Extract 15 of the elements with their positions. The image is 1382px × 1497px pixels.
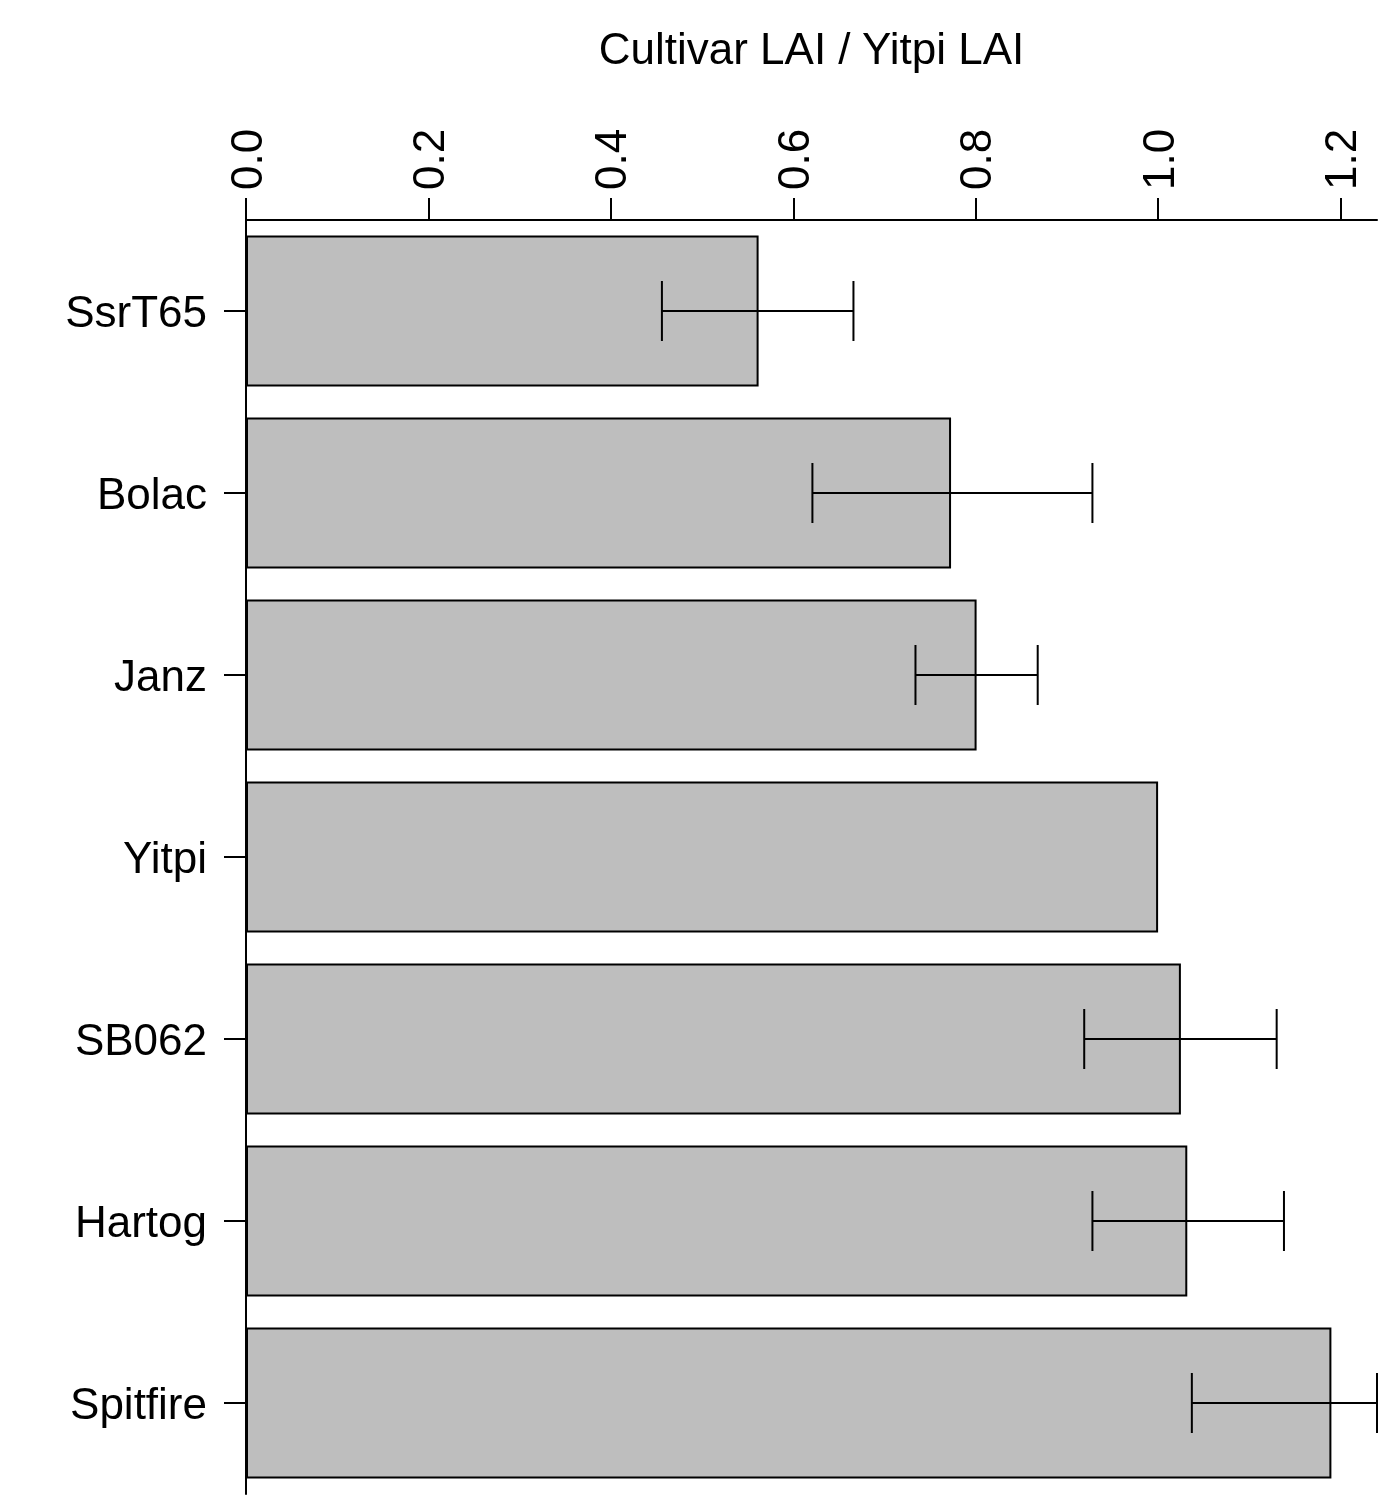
y-tick-label: Spitfire xyxy=(70,1378,207,1428)
x-tick-label: 0.0 xyxy=(221,128,271,190)
y-tick-label: SB062 xyxy=(74,1014,207,1064)
y-tick-label: Hartog xyxy=(74,1196,207,1246)
x-tick-label: 0.8 xyxy=(951,128,1001,190)
y-tick-label: Bolac xyxy=(96,468,207,518)
x-tick-label: 1.0 xyxy=(1133,128,1183,190)
x-tick-label: 0.6 xyxy=(768,128,818,190)
x-tick-label: 0.4 xyxy=(586,128,636,190)
y-tick-label: SsrT65 xyxy=(65,286,207,336)
x-tick-label: 1.2 xyxy=(1316,128,1366,190)
y-tick-label: Janz xyxy=(114,650,207,700)
x-axis-title: Cultivar LAI / Yitpi LAI xyxy=(598,23,1025,73)
x-tick-label: 0.2 xyxy=(403,128,453,190)
y-tick-label: Yitpi xyxy=(123,832,207,882)
